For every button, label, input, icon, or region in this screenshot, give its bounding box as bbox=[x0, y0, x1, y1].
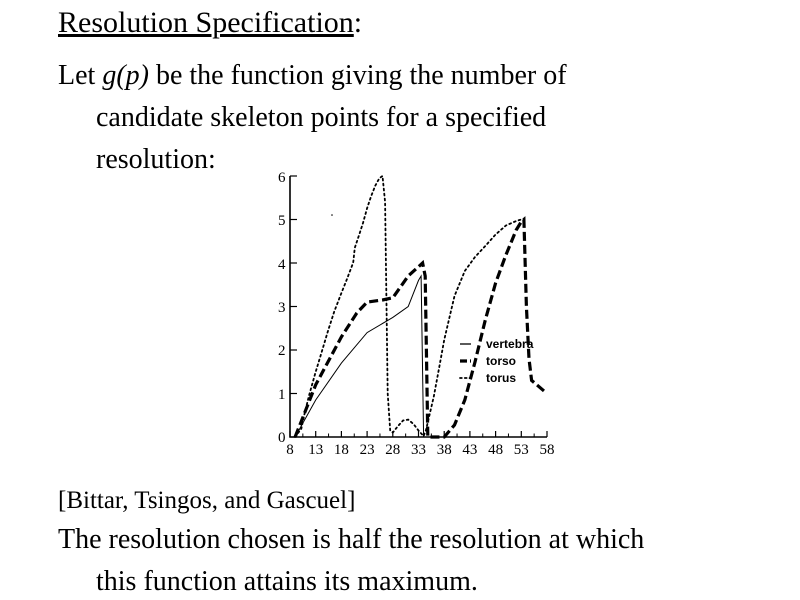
svg-text:58: 58 bbox=[540, 442, 555, 458]
svg-text:53: 53 bbox=[514, 442, 529, 458]
svg-text:38: 38 bbox=[437, 442, 452, 458]
svg-text:4: 4 bbox=[278, 257, 286, 273]
svg-text:13: 13 bbox=[308, 442, 323, 458]
svg-text:48: 48 bbox=[488, 442, 503, 458]
svg-text:0: 0 bbox=[278, 430, 286, 446]
svg-text:8: 8 bbox=[286, 442, 294, 458]
svg-text:2: 2 bbox=[278, 343, 286, 359]
svg-text:23: 23 bbox=[360, 442, 375, 458]
svg-text:5: 5 bbox=[278, 213, 286, 229]
svg-text:vertebra: vertebra bbox=[486, 337, 534, 351]
svg-text:torso: torso bbox=[486, 354, 516, 368]
svg-text:33: 33 bbox=[411, 442, 426, 458]
svg-text:28: 28 bbox=[385, 442, 400, 458]
svg-text:torus: torus bbox=[486, 371, 516, 385]
svg-text:43: 43 bbox=[462, 442, 477, 458]
svg-text:18: 18 bbox=[334, 442, 349, 458]
svg-text:3: 3 bbox=[278, 300, 286, 316]
svg-text:6: 6 bbox=[278, 170, 286, 186]
svg-text:1: 1 bbox=[278, 387, 286, 403]
